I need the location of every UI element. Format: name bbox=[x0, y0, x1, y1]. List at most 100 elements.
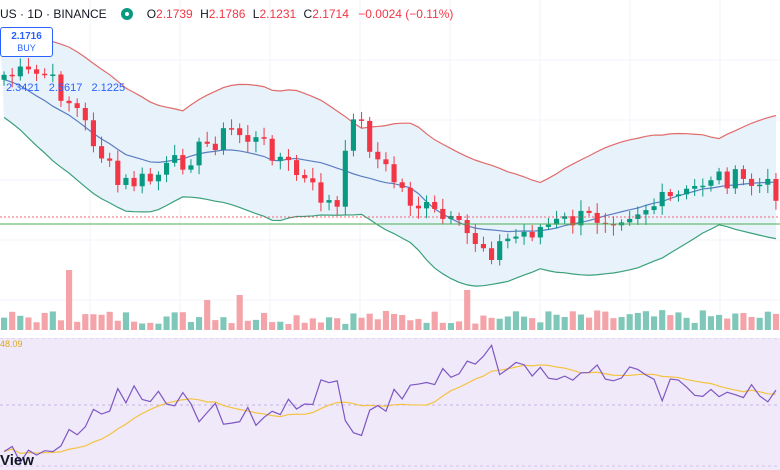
volume-bar bbox=[594, 310, 601, 330]
volume-bar bbox=[244, 320, 251, 330]
tradingview-logo: View bbox=[0, 452, 34, 469]
volume-bar bbox=[667, 315, 674, 330]
bb-upper-value: 2.5617 bbox=[48, 82, 83, 94]
volume-bar bbox=[17, 315, 24, 330]
candle-body bbox=[749, 178, 755, 186]
candle-body bbox=[253, 137, 259, 142]
candle-body bbox=[757, 184, 763, 187]
candle-body bbox=[294, 160, 300, 176]
candle-body bbox=[342, 150, 348, 207]
candle-body bbox=[326, 200, 332, 203]
candle-body bbox=[440, 208, 446, 219]
chart-legend-header: US · 1D · BINANCE O2.1739 H2.1786 L2.123… bbox=[0, 5, 453, 23]
volume-bar bbox=[732, 313, 739, 330]
candle-body bbox=[220, 128, 226, 151]
buy-button[interactable]: 2.1716 BUY bbox=[0, 27, 53, 57]
candle-body bbox=[107, 158, 113, 161]
volume-bar bbox=[49, 311, 56, 330]
volume-bar bbox=[691, 322, 698, 330]
ohlc-values: O2.1739 H2.1786 L2.1231 C2.1714 −0.0024 … bbox=[143, 7, 454, 21]
volume-bar bbox=[512, 311, 519, 330]
volume-bar bbox=[9, 311, 16, 330]
candle-body bbox=[594, 212, 600, 223]
volume-bar bbox=[521, 316, 528, 330]
volume-bar bbox=[577, 314, 584, 330]
volume-bar bbox=[439, 322, 446, 330]
candle-body bbox=[164, 162, 170, 175]
volume-bar bbox=[236, 295, 243, 330]
volume-bar bbox=[350, 313, 357, 330]
candle-body bbox=[480, 243, 486, 249]
candle-body bbox=[448, 215, 454, 219]
volume-bar bbox=[261, 312, 268, 330]
bb-basis-value: 2.3421 bbox=[6, 82, 40, 94]
volume-bar bbox=[171, 312, 178, 330]
volume-bar bbox=[334, 318, 341, 330]
volume-bar bbox=[163, 316, 170, 330]
volume-bar bbox=[301, 322, 308, 330]
volume-bar bbox=[447, 323, 454, 330]
candle-body bbox=[196, 141, 202, 166]
candle-body bbox=[212, 143, 218, 151]
candlestick-chart[interactable] bbox=[0, 0, 780, 330]
volume-bar bbox=[122, 312, 129, 330]
candle-body bbox=[367, 120, 373, 152]
volume-bar bbox=[285, 323, 292, 330]
candle-body bbox=[350, 119, 356, 151]
candle-body bbox=[302, 175, 308, 179]
volume-bar bbox=[252, 319, 259, 330]
candle-body bbox=[497, 241, 503, 261]
volume-bar bbox=[366, 313, 373, 330]
candle-body bbox=[692, 185, 698, 189]
volume-bar bbox=[724, 318, 731, 330]
candle-body bbox=[675, 194, 681, 197]
candle-body bbox=[554, 218, 560, 225]
volume-bar bbox=[228, 323, 235, 330]
volume-bar bbox=[772, 313, 779, 330]
volume-bar bbox=[642, 311, 649, 330]
candle-body bbox=[245, 135, 251, 142]
eye-icon[interactable] bbox=[120, 8, 133, 20]
volume-bar bbox=[683, 317, 690, 330]
candle-body bbox=[391, 164, 397, 183]
volume-bar bbox=[675, 312, 682, 330]
volume-bar bbox=[569, 311, 576, 330]
candle-body bbox=[407, 187, 413, 206]
volume-bar bbox=[82, 314, 89, 330]
rsi-value: 48.09 bbox=[0, 339, 23, 349]
rsi-background bbox=[0, 338, 780, 470]
candle-body bbox=[359, 119, 365, 121]
volume-bar bbox=[610, 318, 617, 330]
symbol-label: US · 1D · BINANCE bbox=[0, 7, 107, 21]
volume-bar bbox=[147, 322, 154, 330]
buy-label: BUY bbox=[17, 43, 36, 53]
volume-bar bbox=[659, 310, 666, 330]
close-label: C bbox=[303, 7, 313, 21]
open-value: 2.1739 bbox=[156, 7, 193, 21]
volume-bar bbox=[586, 317, 593, 330]
volume-bar bbox=[41, 312, 48, 330]
volume-bar bbox=[155, 323, 162, 330]
candle-body bbox=[269, 138, 275, 161]
open-label: O bbox=[146, 7, 157, 21]
candle-body bbox=[432, 201, 438, 209]
candle-body bbox=[464, 220, 470, 234]
candle-body bbox=[537, 226, 543, 238]
candle-body bbox=[58, 74, 64, 101]
candle-body bbox=[773, 178, 779, 201]
candle-body bbox=[375, 151, 381, 160]
volume-bar bbox=[472, 323, 479, 330]
candle-body bbox=[66, 100, 72, 104]
volume-bar bbox=[415, 318, 422, 330]
candle-body bbox=[586, 210, 592, 213]
volume-bar bbox=[545, 311, 552, 330]
volume-bar bbox=[561, 317, 568, 330]
volume-bar bbox=[342, 323, 349, 330]
volume-bar bbox=[382, 310, 389, 330]
volume-bar bbox=[496, 318, 503, 330]
candle-body bbox=[229, 128, 235, 130]
candle-body bbox=[578, 210, 584, 226]
volume-bar bbox=[480, 315, 487, 330]
candle-body bbox=[489, 248, 495, 261]
rsi-pane[interactable] bbox=[0, 338, 780, 470]
